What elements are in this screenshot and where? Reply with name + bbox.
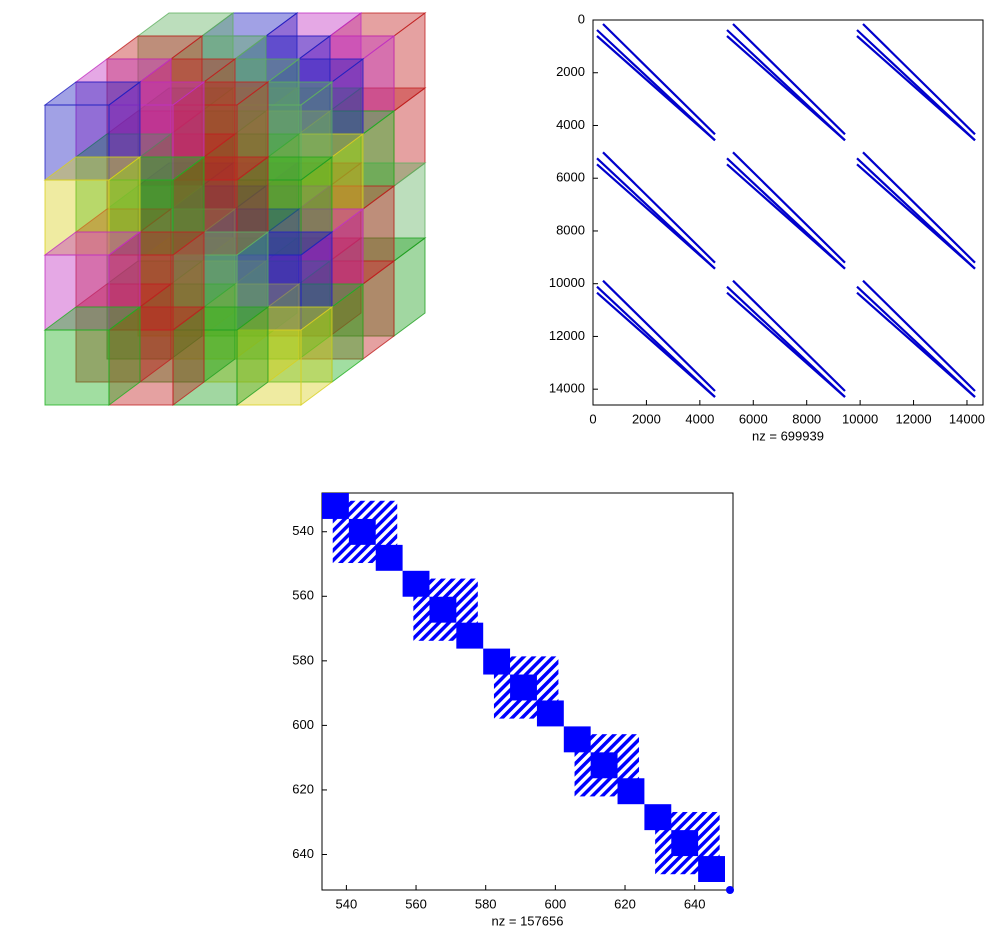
spy-block (429, 597, 456, 623)
y-tick-label: 580 (292, 652, 314, 667)
spy-block (537, 700, 564, 726)
x-tick-label: 10000 (842, 411, 878, 426)
cube-illustration (45, 13, 425, 405)
x-tick-label: 540 (336, 896, 358, 911)
spy-block (376, 545, 403, 571)
y-tick-label: 14000 (549, 381, 585, 396)
spy-dot (726, 886, 734, 894)
spy-block (644, 804, 671, 830)
spy-block (618, 778, 645, 804)
x-tick-label: 2000 (632, 411, 661, 426)
cube-face (45, 330, 109, 405)
x-tick-label: 0 (589, 411, 596, 426)
y-tick-label: 640 (292, 846, 314, 861)
y-tick-label: 0 (578, 11, 585, 26)
y-tick-label: 540 (292, 523, 314, 538)
x-tick-label: 580 (475, 896, 497, 911)
x-tick-label: 12000 (895, 411, 931, 426)
x-tick-label: 600 (545, 896, 567, 911)
x-axis-label: nz = 157656 (492, 913, 564, 928)
spy-block (403, 571, 430, 597)
spy-block (564, 726, 591, 752)
figure: 0 2000 4000 6000 8000 10000 12000 14000 0 2000 400… (0, 0, 985, 934)
y-tick-label: 2000 (556, 64, 585, 79)
x-tick-label: 560 (405, 896, 427, 911)
y-tick-label: 600 (292, 717, 314, 732)
y-tick-label: 620 (292, 781, 314, 796)
y-tick-label: 6000 (556, 170, 585, 185)
spy-block (483, 649, 510, 675)
spy-block (591, 752, 618, 778)
spy-block (322, 493, 349, 519)
spy-block (698, 856, 725, 882)
x-tick-label: 4000 (685, 411, 714, 426)
x-tick-label: 14000 (949, 411, 985, 426)
x-tick-label: 8000 (792, 411, 821, 426)
y-tick-label: 4000 (556, 117, 585, 132)
spy-block (671, 830, 698, 856)
y-tick-label: 560 (292, 588, 314, 603)
x-tick-label: 640 (684, 896, 706, 911)
y-tick-label: 8000 (556, 222, 585, 237)
x-tick-label: 620 (614, 896, 636, 911)
y-tick-label: 12000 (549, 328, 585, 343)
y-tick-label: 10000 (549, 275, 585, 290)
spy-block (510, 675, 537, 701)
spy-block (456, 623, 483, 649)
x-axis-label: nz = 699939 (752, 428, 824, 443)
x-tick-label: 6000 (739, 411, 768, 426)
spy-block (349, 519, 376, 545)
